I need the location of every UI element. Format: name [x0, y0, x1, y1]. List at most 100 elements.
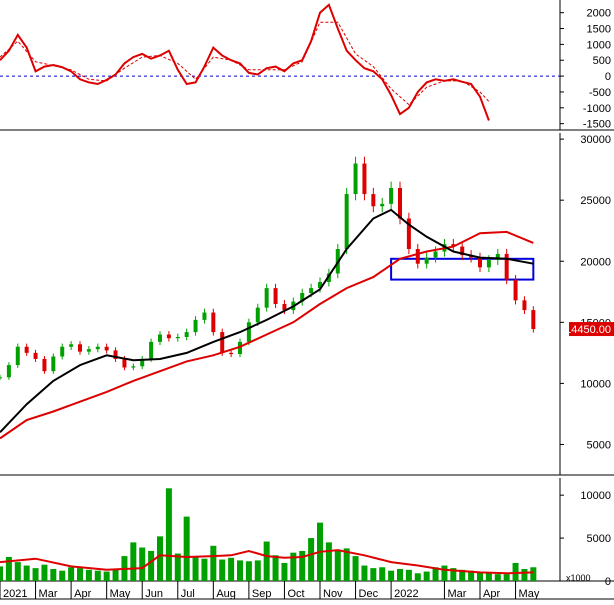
candle-body [424, 257, 429, 264]
candle-body [211, 312, 216, 333]
candle-body [220, 332, 225, 353]
volume-bar [530, 567, 537, 581]
volume-panel: 10000 5000 0 x1000 [0, 478, 614, 588]
price-y-tick-label: 5000 [587, 439, 611, 451]
candle-body [282, 304, 287, 311]
volume-bar [512, 562, 519, 581]
candle-body [69, 344, 74, 347]
candle-body [78, 344, 82, 352]
candle-body [229, 352, 234, 355]
x-tick-label: Aug [216, 588, 236, 600]
volume-bar [414, 573, 421, 581]
last-price-label: 14450.00 [565, 324, 611, 336]
candle-body [433, 251, 438, 258]
macd-y-tick-label: 0 [605, 71, 611, 83]
x-axis: 2021 Mar Apr May Jun Jul Aug Sep Oct Nov Dec 2022 Ma… [0, 581, 614, 600]
candle-body [104, 346, 109, 351]
macd-y-tick-label: 1000 [587, 39, 611, 51]
price-panel: 3000025000200001500010000500014450.00 [0, 133, 614, 476]
volume-bar [228, 557, 235, 581]
candle-body [122, 358, 127, 368]
volume-bar [23, 565, 30, 581]
volume-bar [130, 542, 137, 581]
volume-bar [210, 545, 217, 581]
candle-body [344, 194, 349, 250]
volume-bar [405, 569, 412, 581]
candle-body [175, 336, 180, 339]
candle-body [389, 187, 394, 204]
volume-bar [201, 558, 208, 581]
candle-body [478, 257, 482, 268]
volume-bar [85, 569, 92, 581]
volume-bar [441, 565, 448, 581]
candle-body [309, 288, 314, 294]
volume-bar [183, 516, 190, 581]
volume-bar [50, 568, 57, 581]
volume-unit-label: x1000 [566, 573, 591, 583]
candle-body [140, 358, 145, 367]
volume-bar [477, 572, 483, 581]
volume-bar [361, 565, 368, 581]
candle-body [486, 260, 491, 268]
short-moving-average [0, 208, 534, 433]
volume-y-tick-label: 5000 [587, 533, 611, 545]
volume-bar [334, 550, 341, 581]
candle-body [531, 310, 536, 330]
volume-bar [139, 547, 146, 581]
candle-body [318, 282, 322, 289]
macd-y-tick-label: -1500 [583, 119, 611, 131]
candle-body [131, 366, 136, 368]
volume-bar [165, 488, 172, 581]
volume-bar [432, 567, 439, 581]
volume-bar [77, 568, 83, 581]
volume-bar [379, 567, 386, 581]
candle-body [0, 377, 2, 379]
candle-body [495, 253, 500, 261]
volume-bar [219, 559, 226, 581]
volume-y-tick-label: 0 [605, 576, 611, 588]
candle-body [353, 163, 358, 195]
volume-bar [325, 542, 332, 581]
candle-body [300, 293, 305, 302]
volume-bar [352, 556, 359, 581]
macd-y-tick-label: -1000 [583, 103, 611, 115]
volume-bar [59, 570, 66, 581]
x-tick-label: Apr [483, 588, 500, 600]
volume-bar [32, 568, 39, 581]
x-tick-label: Mar [447, 588, 466, 600]
candle-body [264, 288, 269, 308]
volume-bar [397, 568, 403, 581]
x-tick-label: May [519, 588, 540, 600]
volume-bar [263, 541, 270, 581]
candle-body [406, 218, 411, 250]
volume-bar [41, 564, 48, 581]
signal-line [0, 21, 490, 106]
candle-body [86, 349, 91, 352]
volume-bar [494, 574, 501, 581]
candle-body [149, 341, 154, 359]
candle-body [15, 346, 20, 366]
macd-y-tick-label: 2000 [587, 8, 611, 20]
volume-bar [423, 571, 430, 581]
volume-bar [174, 553, 181, 581]
x-tick-label: Oct [287, 588, 304, 600]
price-y-tick-label: 10000 [580, 378, 611, 390]
candle-body [255, 307, 260, 323]
candle-body [504, 253, 509, 280]
long-moving-average [0, 230, 534, 440]
volume-bar [459, 569, 466, 581]
candle-body [95, 346, 100, 350]
candle-body [24, 346, 29, 353]
x-tick-label: 2021 [3, 588, 27, 600]
volume-bar [343, 548, 350, 581]
candle-body [273, 288, 278, 304]
x-tick-label: Sep [252, 588, 272, 600]
candle-body [460, 246, 465, 256]
candle-body [398, 187, 402, 219]
candle-body [166, 334, 171, 339]
volume-bar [485, 573, 492, 581]
macd-y-tick-label: 1500 [587, 24, 611, 36]
volume-bar [521, 568, 528, 581]
